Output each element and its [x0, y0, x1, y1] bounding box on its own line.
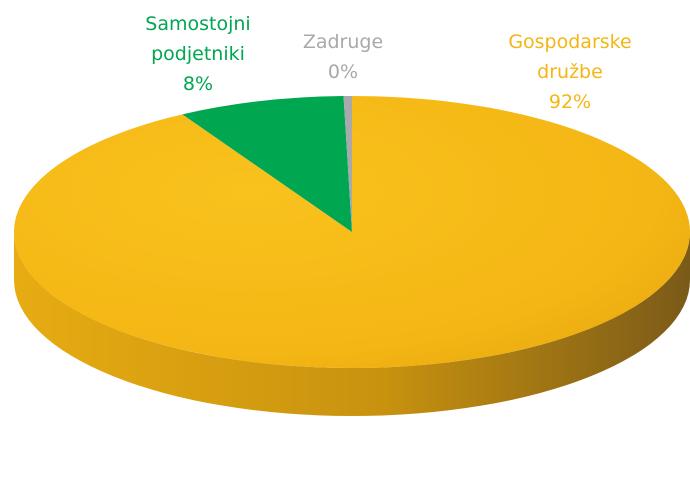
pie-rim — [14, 232, 690, 416]
pie-slices — [14, 96, 690, 368]
pie-slice-gospodarske-družbe — [14, 96, 690, 368]
pie-side-wall — [14, 232, 690, 416]
data-labels: Samostojni podjetniki 8% Zadruge 0% Gospodars… — [145, 13, 631, 113]
pie-slice-samostojni-podjetniki — [182, 96, 352, 233]
pie-slice-zadruge — [343, 96, 352, 232]
data-label-gospodarske-družbe: Gospodarske družbe 92% — [508, 31, 631, 113]
data-label-zadruge: Zadruge 0% — [303, 31, 383, 83]
data-label-samostojni-podjetniki: Samostojni podjetniki 8% — [145, 13, 250, 95]
